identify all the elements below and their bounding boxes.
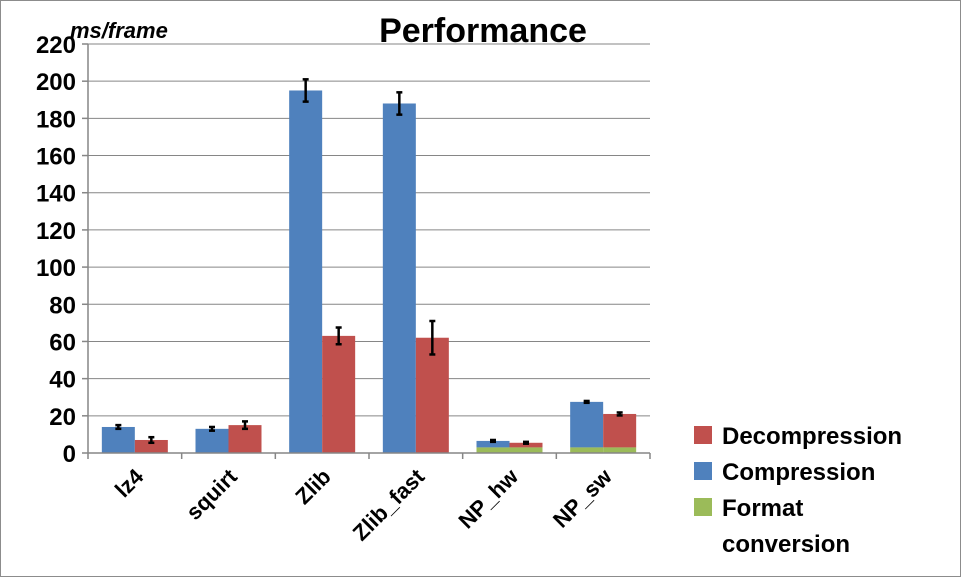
x-tick-label: lz4 [110, 463, 149, 502]
y-tick-label: 40 [49, 367, 76, 394]
y-axis-unit-label: ms/frame [70, 18, 168, 43]
y-tick-label: 20 [49, 404, 76, 431]
y-tick-label: 80 [49, 292, 76, 319]
bar-compression-lz4 [101, 426, 135, 453]
bar-compression-np_hw [476, 440, 510, 448]
legend-swatch [694, 426, 712, 444]
x-tick-label: NP_hw [453, 463, 523, 533]
legend: Decompression Compression Format conversion [694, 423, 902, 558]
bar-format-conversion-np_sw [603, 447, 637, 453]
chart-title: Performance [379, 12, 587, 50]
y-tick-label: 180 [36, 106, 76, 133]
bar-decompression-zlib_fast [415, 337, 449, 453]
y-tick-label: 60 [49, 329, 76, 356]
bar-compression-zlib_fast [382, 103, 416, 453]
bar-decompression-zlib [322, 335, 356, 453]
legend-label: Compression [722, 459, 875, 486]
legend-label: Format [722, 495, 803, 522]
bar-compression-zlib [289, 90, 323, 454]
y-tick-label: 220 [36, 32, 76, 59]
legend-label: conversion [722, 531, 850, 558]
x-tick-label: squirt [181, 463, 242, 524]
legend-swatch [694, 462, 712, 480]
y-tick-label: 200 [36, 69, 76, 96]
y-tick-label: 120 [36, 218, 76, 245]
y-axis-ticks: 0 20 40 60 80 100 120 140 160 180 200 220 [36, 32, 88, 468]
legend-label: Decompression [722, 423, 902, 450]
bars [101, 90, 637, 454]
bar-compression-squirt [195, 428, 229, 453]
bar-format-conversion-np_hw [509, 447, 543, 453]
bar-format-conversion-np_sw [570, 447, 604, 453]
legend-swatch [694, 498, 712, 516]
bar-decompression-lz4 [134, 439, 168, 453]
x-tick-label: Zlib [290, 464, 335, 509]
bar-decompression-np_sw [603, 413, 637, 448]
bar-format-conversion-np_hw [476, 447, 510, 453]
error-bars [115, 78, 623, 445]
y-tick-label: 140 [36, 181, 76, 208]
y-tick-label: 0 [63, 441, 76, 468]
bar-decompression-np_hw [509, 442, 543, 448]
gridlines [88, 43, 650, 417]
y-tick-label: 100 [36, 255, 76, 282]
bar-compression-np_sw [570, 401, 604, 448]
y-tick-label: 160 [36, 144, 76, 171]
x-tick-label: NP_sw [548, 463, 617, 532]
x-axis-ticks: lz4 squirt Zlib Zlib_fast NP_hw NP_sw [87, 453, 651, 546]
x-tick-label: Zlib_fast [348, 463, 430, 545]
